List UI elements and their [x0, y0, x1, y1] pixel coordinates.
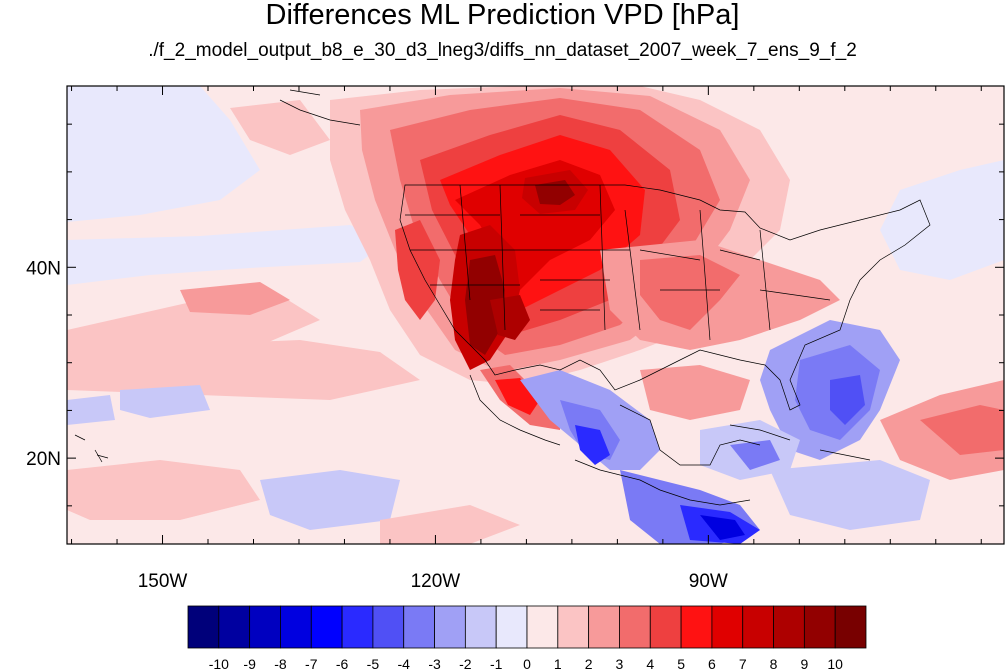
colorbar-box — [310, 605, 343, 649]
x-tick-label: 150W — [138, 571, 188, 592]
colorbar-box — [187, 605, 220, 649]
colorbar-label: -7 — [305, 656, 318, 672]
colorbar-box — [434, 605, 466, 649]
colorbar-label: -6 — [336, 656, 349, 672]
colorbar-label: 8 — [770, 656, 778, 672]
colorbar-box — [249, 605, 281, 649]
colorbar-box — [619, 605, 651, 649]
colorbar-box — [341, 605, 374, 649]
colorbar-label: 0 — [523, 656, 531, 672]
colorbar-label: -9 — [243, 656, 256, 672]
colorbar-box — [742, 605, 774, 649]
colorbar-label: -10 — [209, 656, 229, 672]
colorbar-label: -4 — [398, 656, 411, 672]
axes: 150W 120W 90W 40N 20N — [26, 86, 1004, 592]
colorbar-label: -8 — [274, 656, 287, 672]
colorbar-label: 6 — [708, 656, 716, 672]
colorbar-box — [403, 605, 435, 649]
colorbar-box — [588, 605, 620, 649]
colorbar-label: 2 — [585, 656, 593, 672]
colorbar-label: -2 — [459, 656, 472, 672]
colorbar-label: 7 — [739, 656, 747, 672]
colorbar-box — [803, 605, 836, 649]
colorbar-box — [218, 605, 251, 649]
colorbar-label: -5 — [367, 656, 380, 672]
y-tick-label: 20N — [26, 449, 61, 470]
colorbar-box — [372, 605, 405, 649]
map-panel — [66, 85, 1005, 545]
colorbar-box — [834, 605, 867, 649]
colorbar-label: 1 — [554, 656, 562, 672]
colorbar-label: 4 — [646, 656, 654, 672]
colorbar-box — [680, 605, 713, 649]
y-tick-label: 40N — [26, 258, 61, 279]
colorbar-label: 10 — [827, 656, 843, 672]
colorbar: -10 -9 -8 -7 -6 -5 -4 -3 -2 -1 0 1 2 3 4 5 6 7 8 9 10 — [187, 605, 867, 672]
colorbar-box — [773, 605, 805, 649]
chart-title: Differences ML Prediction VPD [hPa] — [265, 0, 740, 31]
colorbar-box — [495, 605, 528, 649]
colorbar-box — [649, 605, 682, 649]
coastlines — [74, 89, 931, 506]
colorbar-label: 5 — [677, 656, 685, 672]
colorbar-box — [711, 605, 744, 649]
colorbar-box — [280, 605, 312, 649]
colorbar-label: -3 — [428, 656, 441, 672]
x-tick-label: 90W — [689, 571, 728, 592]
x-tick-label: 120W — [411, 571, 461, 592]
chart-subtitle: ./f_2_model_output_b8_e_30_d3_lneg3/diff… — [148, 40, 857, 61]
colorbar-box — [557, 605, 590, 649]
colorbar-label: 3 — [616, 656, 624, 672]
colorbar-label: 9 — [800, 656, 808, 672]
contour-fill — [67, 86, 1004, 544]
colorbar-box — [526, 605, 559, 649]
colorbar-box — [464, 605, 497, 649]
colorbar-label: -1 — [490, 656, 503, 672]
